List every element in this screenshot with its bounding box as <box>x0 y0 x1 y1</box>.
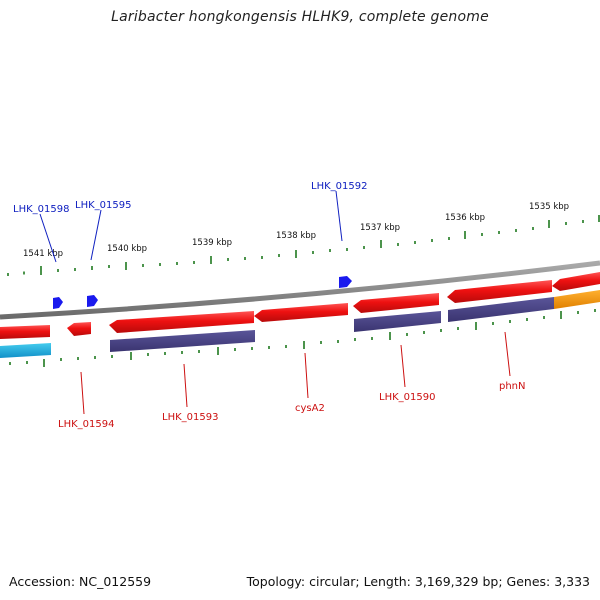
cds-bar-lhk-01593[interactable] <box>110 330 255 352</box>
scale-label: 1538 kbp <box>276 231 316 241</box>
upper-leader-lines <box>39 190 343 263</box>
genome-summary-text: Topology: circular; Length: 3,169,329 bp… <box>246 574 590 589</box>
scale-label: 1539 kbp <box>192 238 232 248</box>
gene-label-lhk-01593[interactable]: LHK_01593 <box>162 412 218 423</box>
scale-label: 1535 kbp <box>529 202 569 212</box>
lower-leader-lines <box>80 331 511 415</box>
gene-label-lhk-01594[interactable]: LHK_01594 <box>58 419 114 430</box>
gene-arrow[interactable] <box>552 272 600 291</box>
lower-scale-ticks <box>9 309 596 367</box>
gene-label-lhk-01592[interactable]: LHK_01592 <box>311 181 367 192</box>
upper-scale-ticks <box>7 215 600 276</box>
gene-label-phnN[interactable]: phnN <box>499 381 526 392</box>
scale-label: 1540 kbp <box>107 244 147 254</box>
gene-label-cysA2[interactable]: cysA2 <box>295 403 325 414</box>
cds-bar-lhk-01590[interactable] <box>354 311 441 332</box>
cds-bar-phnN[interactable] <box>448 297 554 322</box>
scale-label: 1536 kbp <box>445 213 485 223</box>
cds-bar[interactable] <box>554 290 600 309</box>
map-title: Laribacter hongkongensis HLHK9, complete… <box>111 9 489 25</box>
gene-arrow-cysA2[interactable] <box>254 303 348 322</box>
scale-labels: 1541 kbp 1540 kbp 1539 kbp 1538 kbp 1537… <box>23 202 569 259</box>
gene-arrow-lhk-01590[interactable] <box>353 293 439 313</box>
gene-label-lhk-01595[interactable]: LHK_01595 <box>75 200 131 211</box>
gene-arrow-phnN[interactable] <box>447 280 552 303</box>
gene-arrow-lhk-01595[interactable] <box>87 295 98 307</box>
scale-label: 1537 kbp <box>360 223 400 233</box>
accession-text: Accession: NC_012559 <box>9 574 152 589</box>
cds-bar[interactable] <box>0 343 51 358</box>
gene-label-lhk-01598[interactable]: LHK_01598 <box>13 204 69 215</box>
gene-arrow-lhk-01598[interactable] <box>53 297 63 309</box>
gene-arrow[interactable] <box>0 325 50 339</box>
gene-arrow-lhk-01594[interactable] <box>67 322 91 336</box>
gene-arrow-lhk-01593[interactable] <box>109 311 254 333</box>
scale-label: 1541 kbp <box>23 249 63 259</box>
gene-arrow-lhk-01592[interactable] <box>339 276 352 288</box>
gene-label-lhk-01590[interactable]: LHK_01590 <box>379 392 435 403</box>
genome-backbone <box>0 260 600 320</box>
